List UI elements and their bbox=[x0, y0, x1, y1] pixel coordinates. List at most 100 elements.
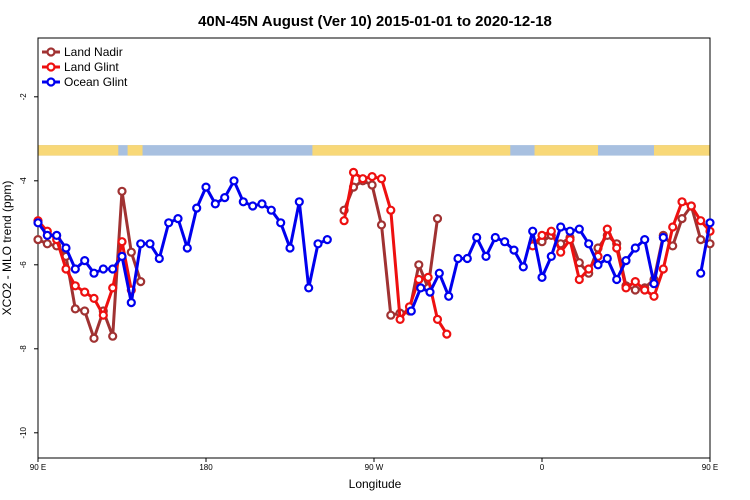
data-point bbox=[621, 256, 631, 266]
data-point bbox=[630, 285, 640, 295]
data-point bbox=[640, 235, 650, 245]
data-point bbox=[367, 180, 377, 190]
data-point bbox=[668, 222, 678, 232]
data-point bbox=[546, 226, 556, 236]
data-point bbox=[108, 283, 118, 293]
data-point bbox=[565, 235, 575, 245]
data-point bbox=[257, 199, 267, 209]
y-tick-label: -4 bbox=[19, 177, 28, 185]
plot-series bbox=[33, 167, 715, 343]
data-point bbox=[658, 232, 668, 243]
data-point bbox=[376, 220, 387, 230]
y-tick-label: -2 bbox=[19, 93, 28, 101]
data-point bbox=[229, 176, 239, 186]
data-point bbox=[98, 264, 108, 274]
data-point bbox=[574, 274, 584, 285]
data-point bbox=[313, 239, 323, 249]
data-point bbox=[348, 167, 359, 177]
data-point bbox=[432, 314, 443, 324]
data-point bbox=[696, 235, 706, 245]
x-tick-label: 180 bbox=[199, 463, 213, 472]
data-point bbox=[414, 260, 424, 270]
data-point bbox=[630, 243, 640, 253]
data-point bbox=[367, 172, 377, 182]
data-point bbox=[70, 304, 80, 314]
data-point bbox=[80, 256, 90, 266]
data-point bbox=[33, 235, 43, 245]
data-point bbox=[630, 277, 640, 287]
land-mask-band bbox=[38, 145, 710, 156]
data-point bbox=[537, 272, 547, 282]
data-point bbox=[416, 283, 426, 293]
data-point bbox=[649, 279, 659, 289]
land-mask-segment bbox=[654, 145, 710, 156]
data-point bbox=[640, 285, 650, 295]
data-point bbox=[145, 239, 155, 249]
legend-label: Land Glint bbox=[64, 60, 119, 74]
y-axis-label: XCO2 - MLO trend (ppm) bbox=[0, 181, 14, 316]
data-point bbox=[528, 226, 538, 236]
data-point bbox=[386, 310, 396, 320]
data-point bbox=[154, 253, 164, 264]
data-point bbox=[537, 230, 547, 240]
data-point bbox=[52, 230, 62, 240]
data-point bbox=[210, 199, 220, 209]
data-point bbox=[649, 291, 659, 301]
data-point bbox=[42, 230, 52, 240]
data-point bbox=[565, 226, 575, 236]
data-point bbox=[453, 253, 463, 264]
data-point bbox=[462, 253, 472, 264]
data-point bbox=[126, 298, 136, 308]
data-point bbox=[108, 331, 118, 341]
data-point bbox=[395, 314, 405, 324]
data-point bbox=[658, 264, 668, 274]
legend-label: Land Nadir bbox=[64, 45, 123, 59]
data-point bbox=[500, 237, 510, 247]
data-point bbox=[182, 243, 192, 253]
data-point bbox=[584, 239, 594, 249]
data-point bbox=[276, 218, 286, 228]
data-point bbox=[593, 260, 603, 270]
data-point bbox=[126, 247, 136, 257]
x-axis: 90 E 180 90 W 0 90 E bbox=[30, 458, 718, 472]
legend-marker bbox=[46, 47, 56, 57]
y-axis: -2 -4 -6 -8 -10 bbox=[19, 93, 38, 439]
data-point bbox=[248, 201, 258, 211]
chart-title: 40N-45N August (Ver 10) 2015-01-01 to 20… bbox=[198, 13, 552, 30]
data-point bbox=[238, 197, 248, 207]
data-point bbox=[434, 268, 444, 278]
data-point bbox=[136, 239, 146, 249]
data-point bbox=[602, 224, 612, 234]
land-mask-segment bbox=[534, 145, 598, 156]
data-point bbox=[696, 268, 706, 278]
series-ocean-glint bbox=[33, 176, 715, 316]
x-tick-label: 90 E bbox=[702, 463, 718, 472]
data-point bbox=[490, 232, 500, 243]
data-point bbox=[509, 245, 519, 255]
legend-marker bbox=[46, 62, 56, 72]
data-point bbox=[70, 281, 80, 291]
data-point bbox=[304, 283, 314, 293]
land-mask-segment bbox=[312, 145, 511, 156]
data-point bbox=[117, 186, 127, 196]
data-point bbox=[117, 237, 127, 247]
data-point bbox=[406, 306, 416, 316]
y-tick-label: -8 bbox=[19, 345, 28, 353]
data-point bbox=[556, 222, 566, 232]
data-point bbox=[80, 306, 90, 316]
series-line bbox=[342, 179, 439, 317]
data-point bbox=[621, 283, 631, 293]
data-point bbox=[677, 214, 687, 224]
data-point bbox=[423, 272, 433, 282]
x-tick-label: 0 bbox=[540, 463, 545, 472]
data-point bbox=[612, 274, 622, 285]
data-point bbox=[192, 203, 202, 213]
series-line bbox=[699, 222, 712, 274]
data-point bbox=[686, 201, 696, 211]
data-point bbox=[322, 235, 332, 245]
series-line bbox=[36, 179, 328, 305]
y-tick-label: -10 bbox=[19, 426, 28, 438]
data-point bbox=[696, 216, 706, 226]
data-point bbox=[136, 277, 146, 287]
